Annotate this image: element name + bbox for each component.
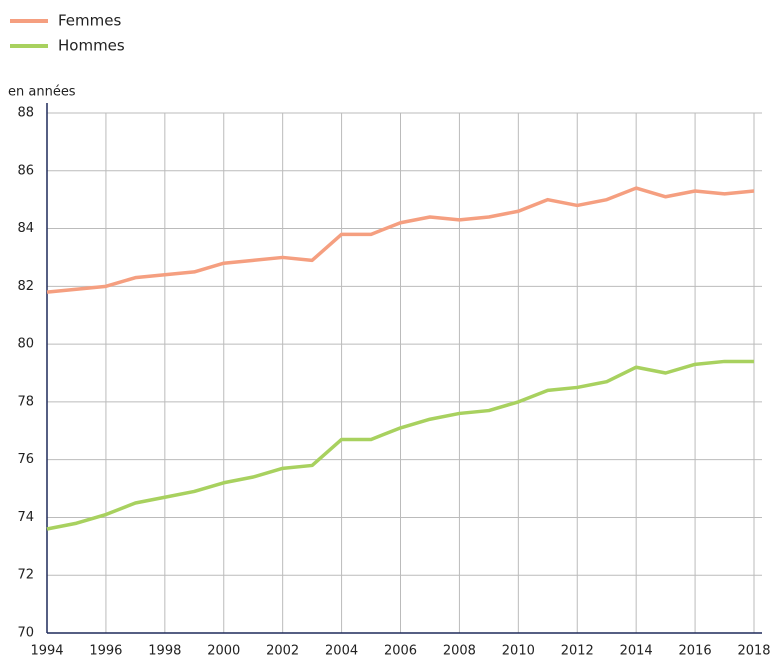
line — [46, 359, 754, 531]
x-tick-label: 2018 — [737, 644, 770, 659]
x-tick-label: 2000 — [207, 644, 240, 659]
y-tick-label: 70 — [17, 626, 34, 641]
y-tick-label: 72 — [17, 568, 34, 583]
y-tick-label: 74 — [17, 510, 34, 525]
x-tick-label: 2016 — [679, 644, 712, 659]
y-tick-label: 80 — [17, 337, 34, 352]
y-axis-label: en années — [8, 85, 76, 100]
y-tick-label: 84 — [17, 221, 34, 236]
x-tick-label: 1998 — [148, 644, 181, 659]
y-tick-label: 78 — [17, 394, 34, 409]
y-tick-label: 88 — [17, 106, 34, 121]
x-tick-label: 2012 — [561, 644, 594, 659]
y-tick-label: 76 — [17, 452, 34, 467]
x-tick-label: 2002 — [266, 644, 299, 659]
y-tick-label: 82 — [17, 279, 34, 294]
legend-label: Hommes — [58, 37, 125, 55]
line — [46, 186, 755, 294]
x-tick-label: 2010 — [502, 644, 535, 659]
y-tick-label: 86 — [17, 163, 34, 178]
x-tick-label: 2006 — [384, 644, 417, 659]
x-tick-label: 2004 — [325, 644, 358, 659]
x-tick-label: 2008 — [443, 644, 476, 659]
legend-label: Femmes — [58, 12, 121, 30]
x-tick-label: 2014 — [620, 644, 653, 659]
x-tick-label: 1996 — [89, 644, 122, 659]
x-tick-label: 1994 — [30, 644, 63, 659]
